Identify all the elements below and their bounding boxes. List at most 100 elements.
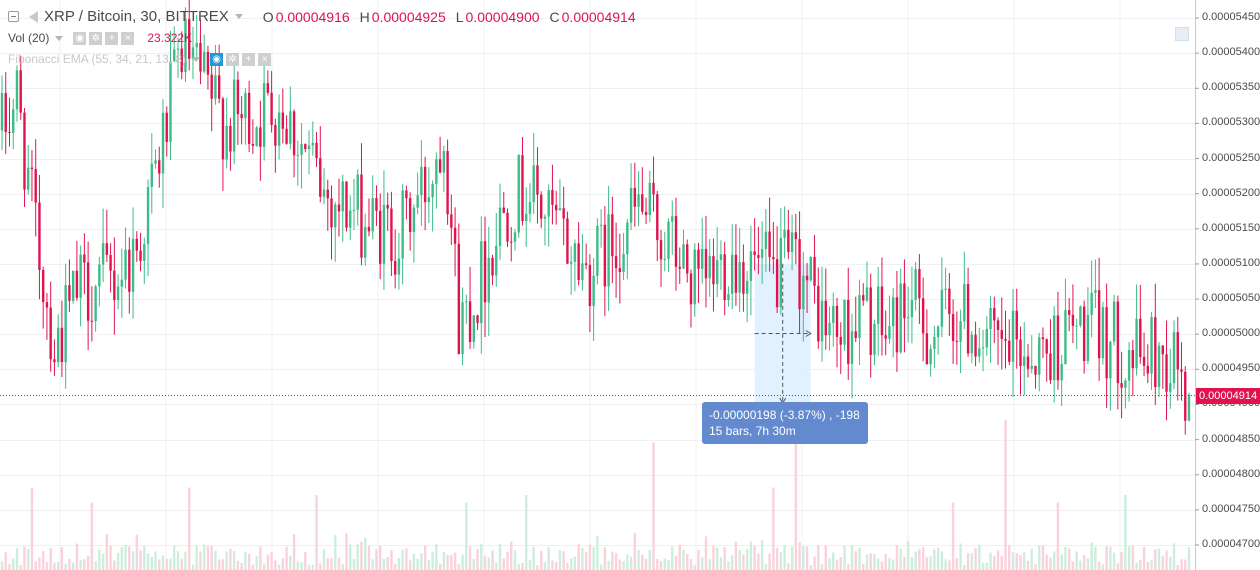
volume-bar	[618, 559, 622, 570]
candle-body	[955, 341, 959, 343]
candle-body	[966, 284, 970, 354]
last-price-tag: 0.00004914	[1196, 387, 1260, 404]
close-icon[interactable]: ×	[258, 52, 272, 66]
volume-bar	[0, 561, 4, 570]
chevron-down-icon[interactable]	[234, 14, 243, 19]
volume-bar	[824, 545, 827, 570]
volume-bar	[712, 545, 715, 570]
collapse-legend-button[interactable]	[8, 11, 19, 22]
candle-body	[936, 326, 940, 338]
volume-bar	[599, 564, 603, 570]
volume-bar	[925, 557, 929, 570]
candle-body	[165, 112, 168, 142]
settings-icon[interactable]: ✲	[89, 31, 103, 45]
volume-bar	[940, 551, 944, 570]
measure-change-text: -0.00000198 (-3.87%) , -198	[709, 408, 860, 422]
close-icon[interactable]: ×	[121, 31, 135, 45]
volume-bar	[996, 550, 1000, 570]
volume-bar	[64, 563, 67, 570]
flag-icon[interactable]	[29, 10, 38, 23]
volume-bar	[813, 556, 816, 570]
candle-body	[427, 197, 431, 203]
candle-body	[742, 262, 745, 294]
chevron-down-icon[interactable]	[192, 56, 201, 62]
volume-bar	[817, 544, 820, 570]
volume-bar	[1011, 552, 1015, 570]
price-tick-label: 0.00005200	[1202, 186, 1260, 199]
candle-body	[689, 273, 693, 305]
volume-bar	[1019, 554, 1022, 570]
price-axis[interactable]	[1195, 17, 1199, 546]
volume-label[interactable]: Vol (20)	[8, 31, 50, 45]
candle-body	[734, 254, 738, 293]
volume-bar	[985, 562, 988, 570]
candle-body	[652, 182, 655, 195]
volume-bar	[442, 552, 446, 570]
volume-bar	[161, 555, 165, 570]
price-tick-label: 0.00004850	[1202, 432, 1260, 445]
add-icon[interactable]: +	[105, 31, 119, 45]
volume-bar	[382, 558, 386, 570]
candle-body	[356, 174, 359, 210]
ohlc-open-value: 0.00004916	[275, 8, 350, 25]
candle-body	[446, 151, 449, 215]
add-icon[interactable]: +	[242, 52, 256, 66]
candle-body	[154, 160, 157, 164]
volume-bar	[285, 546, 288, 570]
candle-body	[779, 237, 783, 308]
candle-body	[839, 336, 842, 345]
candle-body	[659, 240, 663, 260]
candle-body	[948, 288, 951, 315]
candle-body	[847, 299, 850, 364]
chevron-down-icon[interactable]	[55, 35, 64, 41]
candle-body	[203, 51, 206, 72]
candle-body	[678, 266, 681, 269]
volume-bar	[274, 560, 277, 570]
candle-body	[1011, 310, 1015, 362]
volume-bar	[869, 553, 872, 570]
volume-bar	[569, 558, 573, 570]
volume-bar	[53, 562, 56, 570]
volume-bar	[113, 560, 116, 570]
volume-bar	[701, 556, 704, 570]
candle-body	[225, 125, 228, 160]
volume-bar	[581, 547, 584, 570]
volume-bar	[955, 558, 959, 570]
volume-bar	[27, 549, 30, 570]
volume-bar	[558, 550, 562, 570]
symbol-title[interactable]: XRP / Bitcoin, 30, BITTREX	[44, 8, 229, 25]
candle-body	[727, 293, 730, 300]
candle-body	[543, 216, 547, 219]
volume-bar	[75, 543, 79, 570]
volume-bar	[120, 547, 124, 570]
volume-bar	[180, 558, 183, 570]
volume-bar	[1038, 545, 1041, 570]
indicator-label[interactable]: Fibonacci EMA (55, 34, 21, 13, 8)	[8, 52, 187, 66]
candle-body	[588, 264, 592, 306]
scale-settings-button[interactable]	[1175, 27, 1189, 41]
settings-icon[interactable]: ✲	[226, 52, 240, 66]
eye-icon[interactable]: ◉	[210, 52, 224, 66]
volume-bar	[828, 558, 831, 570]
volume-bar	[431, 551, 434, 570]
volume-bar	[820, 563, 824, 570]
candle-body	[431, 183, 434, 198]
candle-body	[461, 302, 464, 355]
volume-bar	[203, 544, 206, 570]
volume-bar	[1026, 560, 1030, 570]
candle-body	[457, 243, 461, 355]
candle-body	[109, 254, 112, 271]
candle-body	[12, 109, 15, 133]
candle-body	[794, 232, 798, 240]
volume-bar	[131, 551, 135, 570]
candle-body	[577, 243, 580, 280]
volume-bar	[641, 554, 644, 570]
candle-body	[498, 207, 502, 246]
eye-icon[interactable]: ◉	[73, 31, 87, 45]
volume-bar	[993, 556, 996, 570]
volume-bar	[236, 561, 240, 570]
volume-bar	[472, 558, 476, 570]
candle-body	[326, 189, 329, 199]
volume-bar	[412, 553, 416, 570]
